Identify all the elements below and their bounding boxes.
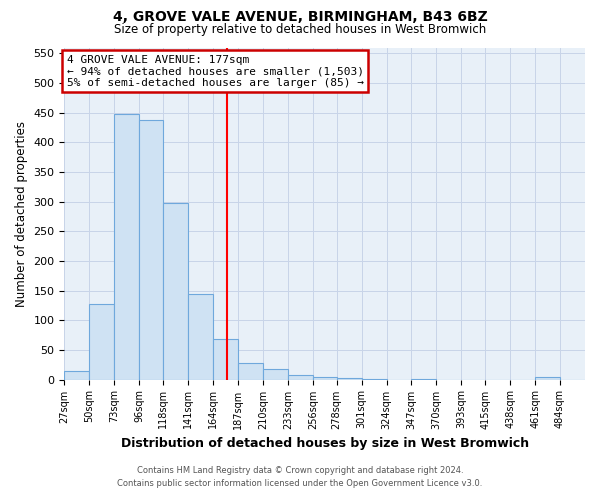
Text: 4, GROVE VALE AVENUE, BIRMINGHAM, B43 6BZ: 4, GROVE VALE AVENUE, BIRMINGHAM, B43 6B…: [113, 10, 487, 24]
X-axis label: Distribution of detached houses by size in West Bromwich: Distribution of detached houses by size …: [121, 437, 529, 450]
Bar: [263, 370, 288, 380]
Text: 4 GROVE VALE AVENUE: 177sqm
← 94% of detached houses are smaller (1,503)
5% of s: 4 GROVE VALE AVENUE: 177sqm ← 94% of det…: [67, 54, 364, 88]
Bar: [114, 114, 139, 380]
Y-axis label: Number of detached properties: Number of detached properties: [15, 120, 28, 306]
Bar: [64, 370, 89, 380]
Bar: [412, 379, 436, 380]
Bar: [288, 375, 313, 380]
Bar: [139, 120, 163, 380]
Bar: [313, 376, 337, 380]
Bar: [188, 294, 213, 380]
Bar: [337, 378, 362, 380]
Text: Contains HM Land Registry data © Crown copyright and database right 2024.
Contai: Contains HM Land Registry data © Crown c…: [118, 466, 482, 487]
Bar: [213, 339, 238, 380]
Bar: [89, 304, 114, 380]
Bar: [163, 203, 188, 380]
Bar: [362, 379, 386, 380]
Bar: [535, 376, 560, 380]
Bar: [238, 363, 263, 380]
Text: Size of property relative to detached houses in West Bromwich: Size of property relative to detached ho…: [114, 22, 486, 36]
